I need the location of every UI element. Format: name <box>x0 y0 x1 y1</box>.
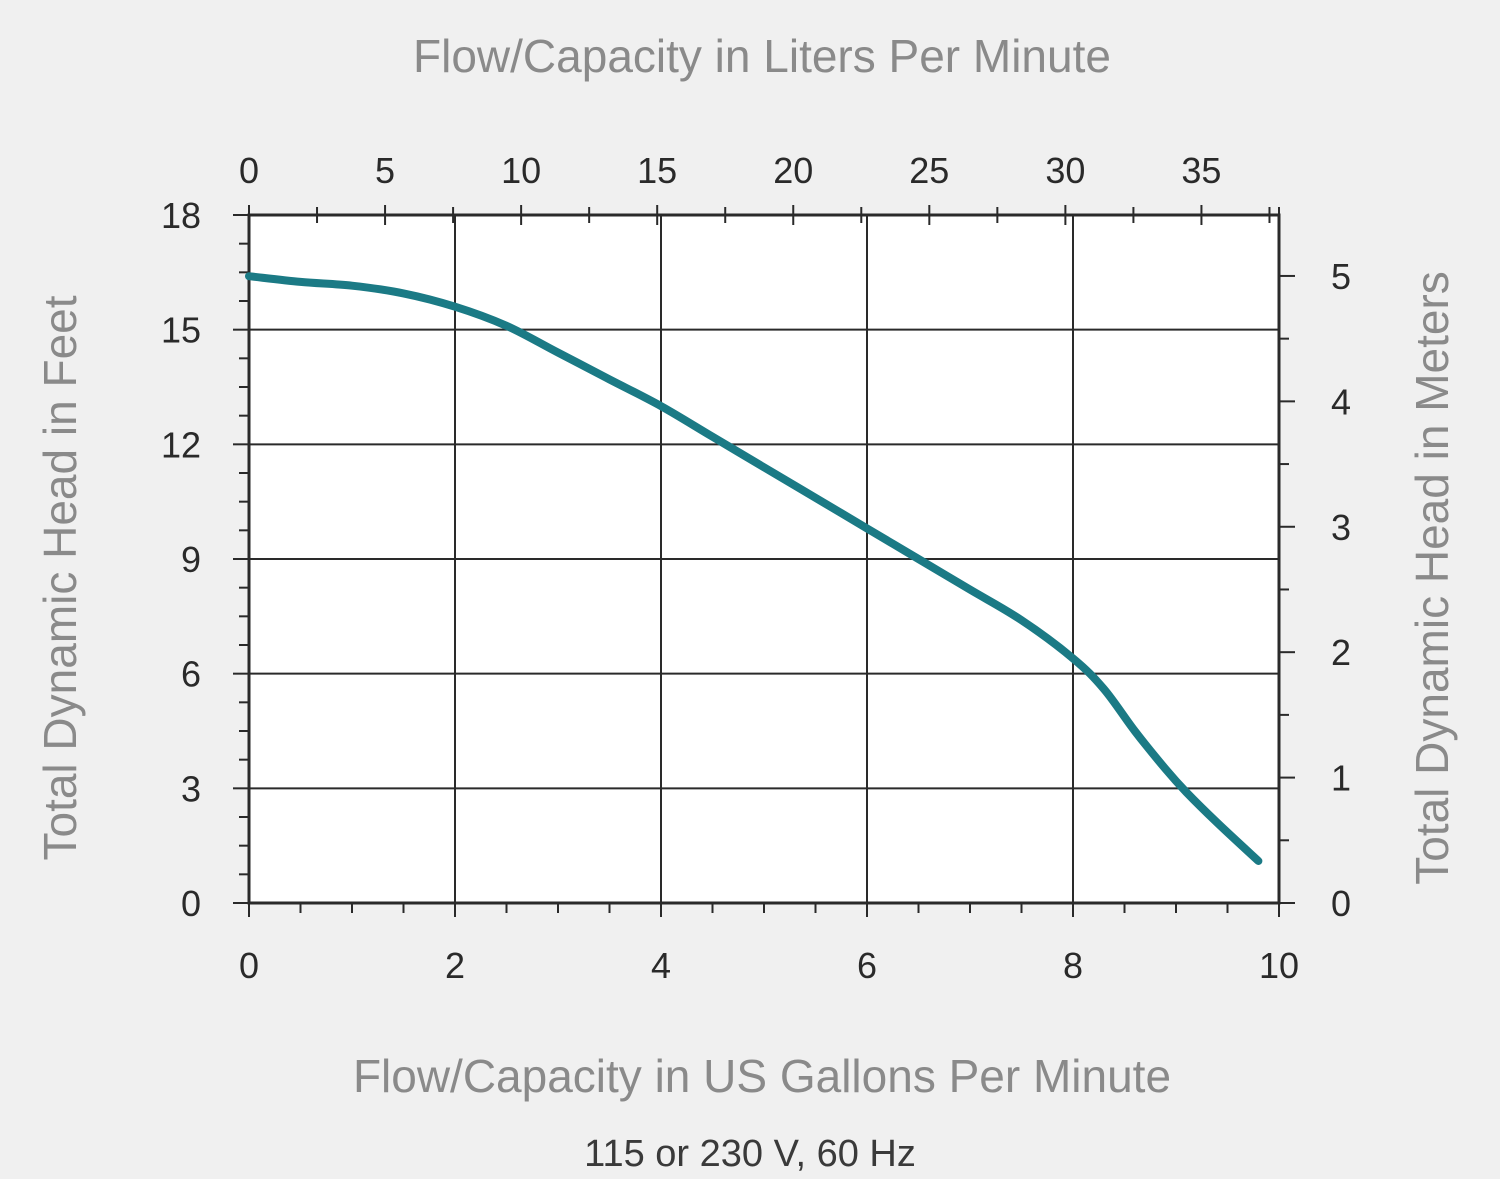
performance-curve-line <box>245 272 1263 865</box>
x-tick-label: 10 <box>1259 945 1299 986</box>
top-x-tick-label: 10 <box>501 150 541 191</box>
top-x-axis-title: Flow/Capacity in Liters Per Minute <box>413 30 1111 82</box>
right-y-tick-label: 1 <box>1331 758 1351 799</box>
top-x-tick-label: 5 <box>375 150 395 191</box>
right-y-tick-label: 0 <box>1331 883 1351 924</box>
left-y-axis-title: Total Dynamic Head in Feet <box>34 295 86 860</box>
y-tick-label: 9 <box>181 539 201 580</box>
top-x-tick-label: 35 <box>1181 150 1221 191</box>
right-y-tick-label: 3 <box>1331 507 1351 548</box>
top-x-tick-label: 15 <box>637 150 677 191</box>
right-y-tick-label: 5 <box>1331 256 1351 297</box>
top-x-tick-label: 30 <box>1045 150 1085 191</box>
y-tick-label: 6 <box>181 654 201 695</box>
top-x-tick-label: 20 <box>773 150 813 191</box>
tick-marks <box>233 205 1295 917</box>
top-x-tick-label: 0 <box>239 150 259 191</box>
right-y-tick-label: 4 <box>1331 381 1351 422</box>
x-tick-label: 8 <box>1063 945 1083 986</box>
y-tick-label: 12 <box>161 424 201 465</box>
y-tick-label: 3 <box>181 768 201 809</box>
bottom-x-axis-title: Flow/Capacity in US Gallons Per Minute <box>353 1050 1171 1102</box>
x-tick-label: 0 <box>239 945 259 986</box>
series-group <box>245 272 1263 865</box>
x-tick-label: 6 <box>857 945 877 986</box>
y-tick-label: 0 <box>181 883 201 924</box>
voltage-caption: 115 or 230 V, 60 Hz <box>584 1133 916 1175</box>
y-tick-label: 15 <box>161 310 201 351</box>
y-tick-label: 18 <box>161 195 201 236</box>
x-tick-label: 2 <box>445 945 465 986</box>
grid-lines <box>249 215 1279 903</box>
top-x-tick-label: 25 <box>909 150 949 191</box>
right-y-tick-label: 2 <box>1331 632 1351 673</box>
x-tick-label: 4 <box>651 945 671 986</box>
right-y-axis-title: Total Dynamic Head in Meters <box>1406 271 1458 885</box>
